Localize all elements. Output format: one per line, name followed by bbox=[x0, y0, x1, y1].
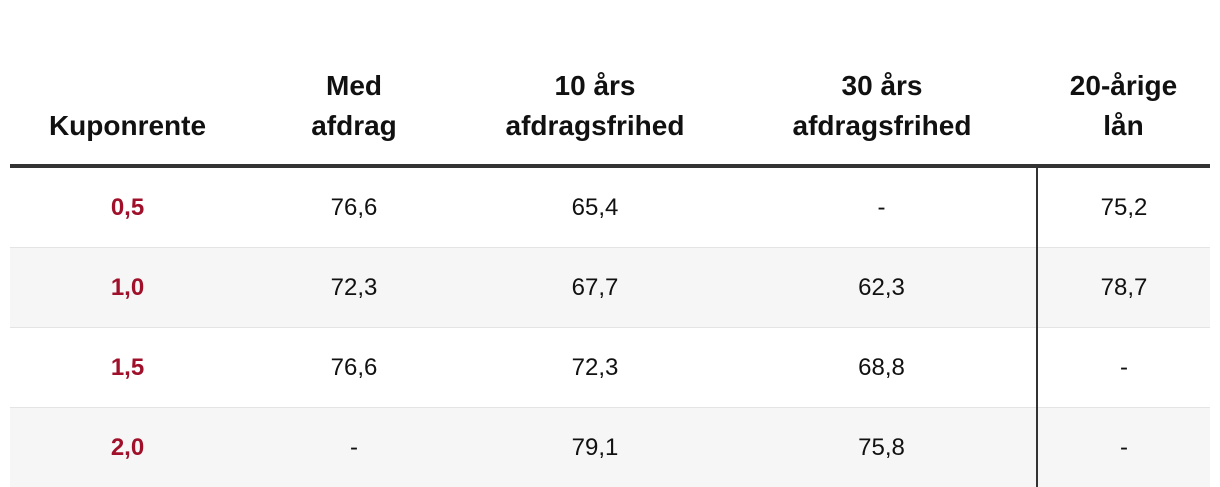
row-key: 1,5 bbox=[10, 328, 245, 408]
cell: 62,3 bbox=[727, 248, 1037, 328]
header-text: 30 års afdragsfrihed bbox=[767, 66, 997, 146]
cell: 79,1 bbox=[463, 408, 727, 487]
column-header: Kuponrente bbox=[10, 40, 245, 166]
cell: 76,6 bbox=[245, 328, 463, 408]
cell: 78,7 bbox=[1037, 248, 1210, 328]
column-header: Med afdrag bbox=[245, 40, 463, 166]
cell: 65,4 bbox=[463, 166, 727, 248]
cell: 67,7 bbox=[463, 248, 727, 328]
header-text: 20-årige lån bbox=[1059, 66, 1189, 146]
cell: 68,8 bbox=[727, 328, 1037, 408]
cell: - bbox=[245, 408, 463, 487]
column-header: 10 års afdragsfrihed bbox=[463, 40, 727, 166]
row-key: 1,0 bbox=[10, 248, 245, 328]
cell: 72,3 bbox=[463, 328, 727, 408]
row-key: 0,5 bbox=[10, 166, 245, 248]
data-table: Kuponrente Med afdrag 10 års afdragsfrihed… bbox=[10, 40, 1210, 487]
header-text: 10 års afdragsfrihed bbox=[480, 66, 710, 146]
header-row: Kuponrente Med afdrag 10 års afdragsfrihed… bbox=[10, 40, 1210, 166]
column-header: 30 års afdragsfrihed bbox=[727, 40, 1037, 166]
cell: - bbox=[1037, 408, 1210, 487]
cell: 76,6 bbox=[245, 166, 463, 248]
cell: - bbox=[727, 166, 1037, 248]
column-header: 20-årige lån bbox=[1037, 40, 1210, 166]
row-key: 2,0 bbox=[10, 408, 245, 487]
header-text: Med afdrag bbox=[299, 66, 409, 146]
cell: - bbox=[1037, 328, 1210, 408]
cell: 75,8 bbox=[727, 408, 1037, 487]
cell: 72,3 bbox=[245, 248, 463, 328]
header-text: Kuponrente bbox=[10, 106, 245, 146]
table-head: Kuponrente Med afdrag 10 års afdragsfrihed… bbox=[10, 40, 1210, 166]
cell: 75,2 bbox=[1037, 166, 1210, 248]
